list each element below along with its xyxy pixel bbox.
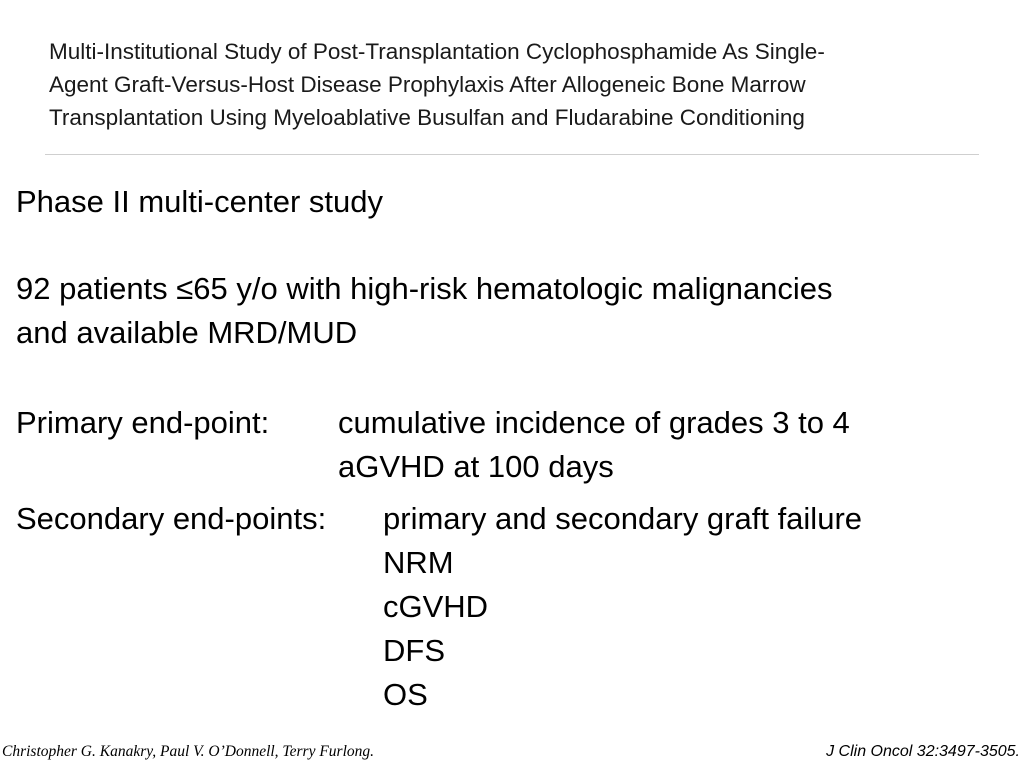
slide-title-line: Multi-Institutional Study of Post-Transp…	[49, 39, 825, 64]
primary-endpoint-label: Primary end-point:	[16, 405, 270, 440]
patients-text-line: and available MRD/MUD	[16, 315, 358, 350]
primary-endpoint-value-line: cumulative incidence of grades 3 to 4	[338, 405, 850, 440]
patients-text-line: 92 patients ≤65 y/o with high-risk hemat…	[16, 271, 833, 306]
study-design-text: Phase II multi-center study	[16, 184, 383, 219]
secondary-endpoint-item: OS	[383, 677, 428, 712]
secondary-endpoints-label: Secondary end-points:	[16, 501, 327, 536]
secondary-endpoint-item: primary and secondary graft failure	[383, 501, 863, 536]
slide-title-line: Agent Graft-Versus-Host Disease Prophyla…	[49, 72, 806, 97]
author-citation: Christopher G. Kanakry, Paul V. O’Donnel…	[2, 743, 375, 760]
secondary-endpoint-item: NRM	[383, 545, 454, 580]
primary-endpoint-value-line: aGVHD at 100 days	[338, 449, 614, 484]
slide-title-line: Transplantation Using Myeloablative Busu…	[49, 105, 805, 130]
secondary-endpoint-item: DFS	[383, 633, 445, 668]
title-divider	[45, 154, 979, 155]
secondary-endpoint-item: cGVHD	[383, 589, 489, 624]
journal-reference: J Clin Oncol 32:3497-3505.	[826, 743, 1020, 760]
slide-title: Multi-Institutional Study of Post-Transp…	[49, 35, 979, 134]
